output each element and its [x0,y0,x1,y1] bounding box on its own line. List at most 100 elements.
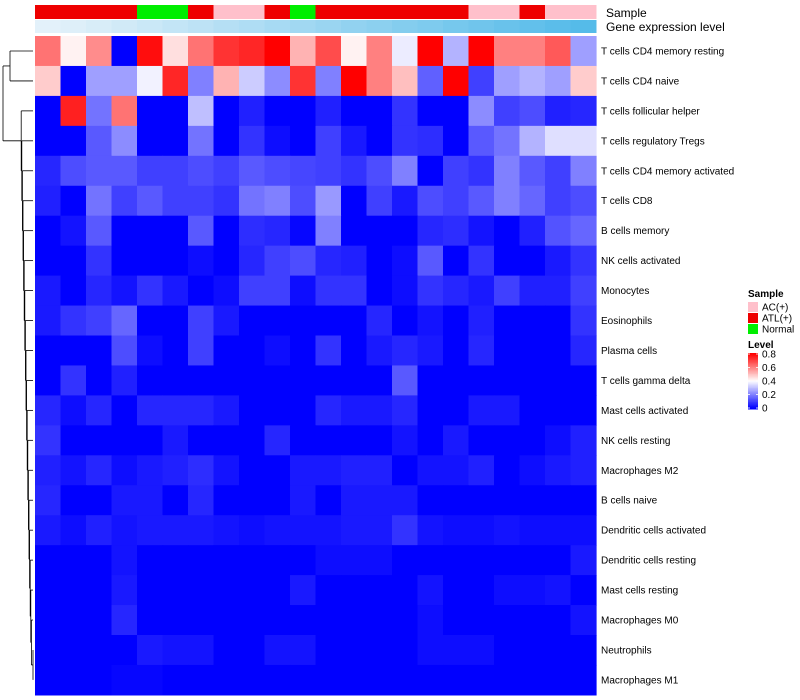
heatmap-cell [188,305,215,337]
heatmap-cell [366,185,393,217]
heatmap-cell [188,215,215,247]
sample-annotation-cell [35,5,61,19]
heatmap-cell [315,335,342,367]
gene-expression-cell [315,20,342,33]
row-label: T cells gamma delta [601,376,691,387]
heatmap-cell [137,245,164,277]
heatmap-cell [570,185,597,217]
heatmap-cell [315,155,342,187]
heatmap-cell [60,215,87,247]
heatmap-cell [443,365,470,396]
heatmap-cell [137,455,164,486]
heatmap-cell [392,36,419,67]
row-dendrogram [2,50,34,680]
heatmap-cell [111,36,138,67]
heatmap-cell [162,395,189,426]
heatmap-cell [213,275,240,307]
heatmap-cell [443,215,470,247]
heatmap-cell [468,215,495,247]
gene-expression-cell [213,20,240,33]
heatmap-cell [315,275,342,307]
heatmap-cell [213,245,240,277]
heatmap-cell [137,425,164,456]
heatmap-cell [264,335,291,367]
heatmap-cell [315,245,342,277]
heatmap-cell [290,425,317,456]
heatmap-cell [519,365,546,396]
heatmap-cell [188,275,215,307]
heatmap-cell [213,515,240,546]
heatmap-cell [494,395,521,426]
sample-annotation-cell [443,5,469,19]
level-tick-label: 0 [762,404,768,415]
heatmap-cell [392,275,419,307]
heatmap-cell [392,664,419,696]
heatmap-cell [417,365,444,396]
level-colorbar-segment [748,389,758,392]
heatmap-cell [366,125,393,157]
heatmap-cell [188,664,215,696]
heatmap-cell [162,635,189,666]
level-tick-label: 0.2 [762,390,776,401]
heatmap-cell [60,275,87,307]
gene-expression-cell [443,20,469,33]
heatmap-cell [341,215,368,247]
heatmap-cell [111,575,138,606]
heatmap-cell [392,305,419,337]
heatmap-cell [213,335,240,367]
heatmap-cell [162,95,189,127]
heatmap-cell [86,215,113,247]
heatmap-cell [213,36,240,67]
heatmap-cell [545,395,572,426]
heatmap-cell [341,305,368,337]
heatmap-cell [239,395,266,426]
heatmap-cell [494,485,521,516]
heatmap-cell [443,245,470,277]
heatmap-cell [264,545,291,576]
gene-expression-cell [137,20,163,33]
heatmap-cell [519,335,546,367]
heatmap-cell [545,125,572,157]
sample-annotation-cell [494,5,520,19]
level-colorbar-segment [748,358,758,361]
heatmap-cell [443,425,470,456]
heatmap-cell [86,455,113,486]
heatmap-cell [570,515,597,546]
heatmap-cell [35,95,62,127]
heatmap-cell [111,455,138,486]
level-colorbar-segment [748,382,758,385]
heatmap-cell [519,36,546,67]
heatmap-cell [366,485,393,516]
row-label: B cells naive [601,496,658,507]
heatmap-cell [519,155,546,187]
heatmap-cell [443,575,470,606]
heatmap-cell [570,425,597,456]
heatmap-cell [239,365,266,396]
heatmap-cell [213,395,240,426]
heatmap-cell [341,605,368,636]
heatmap-cell [443,605,470,636]
heatmap-cell [366,215,393,247]
heatmap-cell [519,545,546,576]
heatmap-cell [60,575,87,606]
heatmap-cell [162,155,189,187]
heatmap-cell [239,635,266,666]
heatmap-cell [213,664,240,696]
sample-annotation-cell [519,5,546,19]
heatmap-cell [188,425,215,456]
heatmap-cell [188,485,215,516]
heatmap-cell [137,545,164,576]
heatmap-cell [545,515,572,546]
heatmap-cell [417,95,444,127]
heatmap-cell [86,155,113,187]
heatmap-cell [111,305,138,337]
heatmap-cell [519,185,546,217]
heatmap-cell [570,245,597,277]
heatmap-cell [570,95,597,127]
heatmap-cell [366,515,393,546]
sample-annotation-cell [341,5,367,19]
heatmap-cell [417,545,444,576]
heatmap-cell [60,185,87,217]
heatmap-cell [137,575,164,606]
heatmap-cell [213,545,240,576]
